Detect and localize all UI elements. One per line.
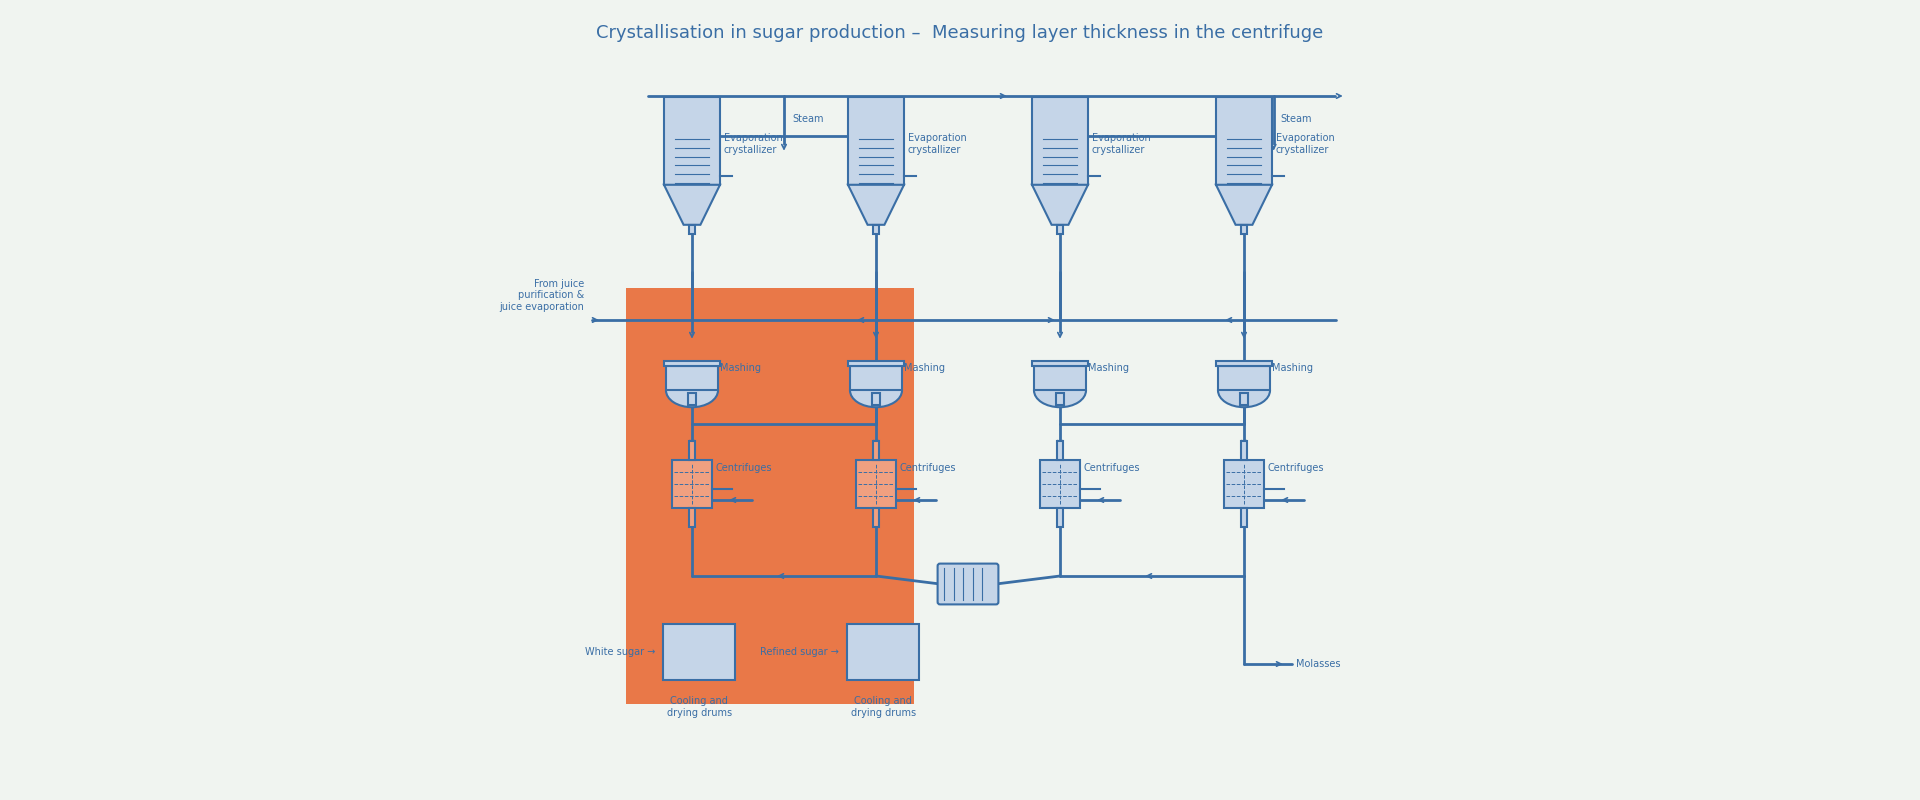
Text: Steam: Steam — [1281, 114, 1311, 124]
Polygon shape — [1215, 185, 1271, 225]
Bar — [872, 393, 879, 405]
Bar — [664, 97, 720, 185]
Text: Evaporation
crystallizer: Evaporation crystallizer — [1092, 134, 1150, 154]
Bar — [689, 508, 695, 527]
FancyBboxPatch shape — [852, 111, 900, 134]
FancyBboxPatch shape — [626, 288, 914, 704]
Bar — [874, 508, 879, 527]
Ellipse shape — [851, 374, 902, 407]
Bar — [1240, 393, 1248, 405]
Polygon shape — [849, 185, 904, 225]
Text: Mashing: Mashing — [904, 363, 945, 373]
Text: Centrifuges: Centrifuges — [1085, 463, 1140, 473]
Bar — [666, 366, 718, 390]
Ellipse shape — [1035, 374, 1087, 407]
Bar — [874, 441, 879, 460]
Bar — [672, 460, 712, 508]
FancyBboxPatch shape — [668, 111, 716, 134]
Bar — [1217, 366, 1269, 390]
Bar — [687, 393, 695, 405]
Bar — [1240, 508, 1246, 527]
Bar — [849, 97, 904, 185]
Ellipse shape — [666, 374, 718, 407]
Text: Molasses: Molasses — [1296, 659, 1340, 669]
Bar — [1031, 361, 1089, 366]
Bar — [874, 225, 879, 234]
Text: Mashing: Mashing — [1089, 363, 1129, 373]
Text: Evaporation
crystallizer: Evaporation crystallizer — [1277, 134, 1334, 154]
Text: From juice
purification &
juice evaporation: From juice purification & juice evaporat… — [499, 278, 584, 312]
Bar — [1041, 460, 1079, 508]
Bar — [1058, 225, 1064, 234]
Bar — [847, 624, 920, 680]
Bar — [1058, 441, 1064, 460]
Bar — [1058, 508, 1064, 527]
Bar — [689, 225, 695, 234]
Bar — [664, 361, 720, 366]
Polygon shape — [1031, 185, 1089, 225]
Bar — [1240, 441, 1246, 460]
FancyBboxPatch shape — [1037, 111, 1085, 134]
Bar — [1031, 97, 1089, 185]
Bar — [1035, 366, 1087, 390]
Text: Cooling and
drying drums: Cooling and drying drums — [666, 696, 732, 718]
Text: Refined sugar →: Refined sugar → — [760, 647, 839, 657]
Bar — [1240, 225, 1246, 234]
Bar — [689, 441, 695, 460]
Text: Centrifuges: Centrifuges — [1267, 463, 1325, 473]
Text: Evaporation
crystallizer: Evaporation crystallizer — [724, 134, 783, 154]
Bar — [1215, 361, 1273, 366]
Bar — [847, 361, 904, 366]
Text: Centrifuges: Centrifuges — [900, 463, 956, 473]
Ellipse shape — [1217, 374, 1269, 407]
Bar — [1223, 460, 1263, 508]
Bar — [1056, 393, 1064, 405]
Bar — [662, 624, 735, 680]
Bar — [1215, 97, 1271, 185]
Polygon shape — [664, 185, 720, 225]
Text: Mashing: Mashing — [720, 363, 760, 373]
Text: Centrifuges: Centrifuges — [716, 463, 772, 473]
Text: White sugar →: White sugar → — [586, 647, 655, 657]
Text: Cooling and
drying drums: Cooling and drying drums — [851, 696, 916, 718]
Text: Crystallisation in sugar production –  Measuring layer thickness in the centrifu: Crystallisation in sugar production – Me… — [597, 24, 1323, 42]
FancyBboxPatch shape — [1219, 111, 1267, 134]
Text: Mashing: Mashing — [1271, 363, 1313, 373]
FancyBboxPatch shape — [937, 563, 998, 605]
Bar — [856, 460, 897, 508]
Text: Evaporation
crystallizer: Evaporation crystallizer — [908, 134, 968, 154]
Text: Steam: Steam — [791, 114, 824, 124]
Bar — [851, 366, 902, 390]
